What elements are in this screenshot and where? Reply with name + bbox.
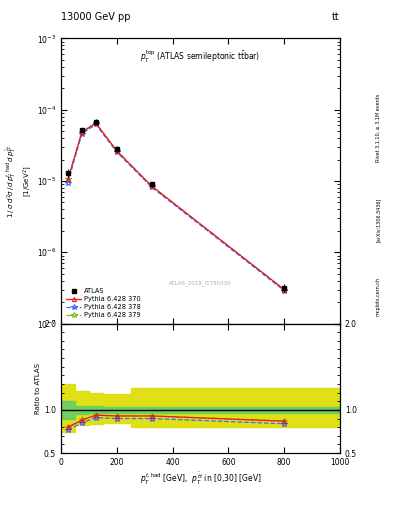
Y-axis label: $1\,/\,\sigma\;d^2\!\sigma\,/\,d\,p_T^{t,\mathrm{had}}\,d\,p_T^{\bar{t}t}$
$[1/\: $1\,/\,\sigma\;d^2\!\sigma\,/\,d\,p_T^{t… xyxy=(6,144,34,218)
Text: [arXiv:1306.3436]: [arXiv:1306.3436] xyxy=(376,198,380,242)
Text: Rivet 3.1.10, ≥ 3.1M events: Rivet 3.1.10, ≥ 3.1M events xyxy=(376,94,380,162)
Text: tt: tt xyxy=(332,12,340,22)
Text: $p_T^{\mathrm{top}}$ (ATLAS semileptonic t$\bar{\mathrm{t}}$bar): $p_T^{\mathrm{top}}$ (ATLAS semileptonic… xyxy=(140,48,261,65)
Legend: ATLAS, Pythia 6.428 370, Pythia 6.428 378, Pythia 6.428 379: ATLAS, Pythia 6.428 370, Pythia 6.428 37… xyxy=(64,286,143,320)
Text: ATLAS_2019_I1750330: ATLAS_2019_I1750330 xyxy=(169,281,232,286)
Text: mcplots.cern.ch: mcplots.cern.ch xyxy=(376,278,380,316)
X-axis label: $p_T^{t,\mathrm{had}}$ [GeV],  $p_T^{\bar{t}t}$ in [0,30] [GeV]: $p_T^{t,\mathrm{had}}$ [GeV], $p_T^{\bar… xyxy=(140,471,261,487)
Text: 13000 GeV pp: 13000 GeV pp xyxy=(61,12,130,22)
Y-axis label: Ratio to ATLAS: Ratio to ATLAS xyxy=(35,363,41,414)
